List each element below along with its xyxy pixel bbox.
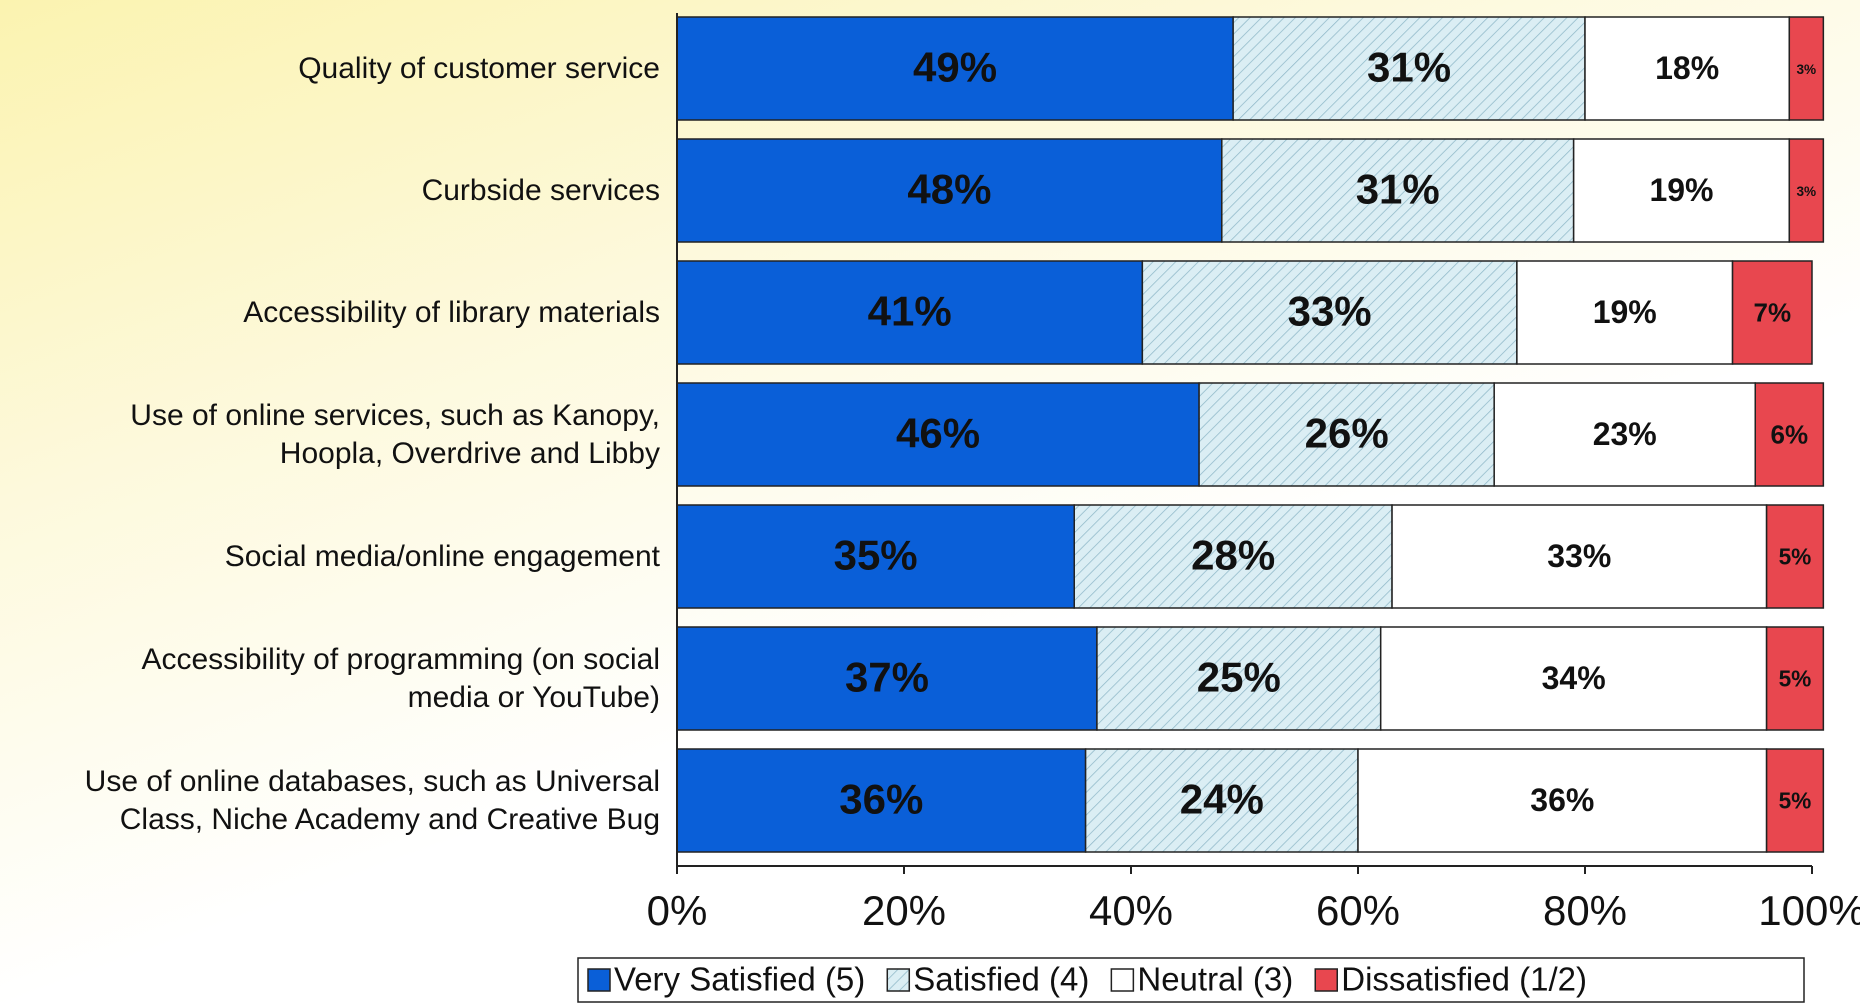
- bar-segment: [676, 748, 1087, 853]
- value-label: 28%: [1191, 532, 1275, 579]
- bar-segment: [1493, 382, 1756, 487]
- bar-segment: [1584, 16, 1791, 121]
- bar-segment: [676, 16, 1234, 121]
- bar-segment: [1073, 504, 1393, 609]
- bar-segment: [676, 382, 1200, 487]
- bar-segment: [1731, 260, 1813, 365]
- bar-segment: [1357, 748, 1768, 853]
- value-label: 5%: [1779, 666, 1812, 692]
- bar-segment: [676, 504, 1075, 609]
- x-tick-label: 80%: [1543, 887, 1627, 934]
- value-label: 46%: [896, 410, 980, 457]
- x-tick-label: 0%: [647, 887, 708, 934]
- value-label: 36%: [839, 776, 923, 823]
- value-label: 5%: [1779, 544, 1812, 570]
- value-label: 31%: [1367, 44, 1451, 91]
- bar-segment: [1198, 382, 1495, 487]
- bar-segment: [1221, 138, 1575, 243]
- value-label: 49%: [913, 44, 997, 91]
- category-label: Curbside services: [421, 173, 660, 207]
- bar-segment: [1096, 626, 1382, 731]
- value-label: 31%: [1356, 166, 1440, 213]
- legend-swatch: [1314, 968, 1338, 992]
- value-label: 25%: [1197, 654, 1281, 701]
- legend-box: [577, 957, 1805, 1003]
- value-label: 37%: [845, 654, 929, 701]
- category-label: Use of online databases, such as Univers…: [84, 764, 660, 836]
- bar-segment: [1788, 16, 1825, 121]
- bar-segment: [1754, 382, 1825, 487]
- value-label: 19%: [1649, 172, 1713, 208]
- value-label: 6%: [1771, 419, 1809, 449]
- x-tick-label: 20%: [862, 887, 946, 934]
- bar-segment: [676, 138, 1223, 243]
- category-label: Social media/online engagement: [224, 539, 660, 573]
- value-label: 19%: [1593, 294, 1657, 330]
- value-label: 26%: [1305, 410, 1389, 457]
- bar-segment: [1232, 16, 1586, 121]
- legend: Very Satisfied (5) Satisfied (4) Neutral (…: [577, 957, 1805, 1003]
- legend-label: Neutral (3): [1137, 961, 1293, 998]
- value-label: 23%: [1593, 416, 1657, 452]
- value-label: 36%: [1530, 782, 1594, 818]
- legend-swatch: [886, 968, 911, 992]
- value-label: 33%: [1288, 288, 1372, 335]
- category-label: Quality of customer service: [298, 51, 660, 85]
- bar-segment: [1379, 626, 1768, 731]
- x-tick-label: 100%: [1758, 887, 1860, 934]
- value-label: 35%: [834, 532, 918, 579]
- bar-segment: [1788, 138, 1825, 243]
- value-label: 3%: [1796, 62, 1816, 77]
- value-label: 34%: [1542, 660, 1606, 696]
- value-label: 18%: [1655, 50, 1719, 86]
- legend-swatch: [587, 968, 611, 992]
- bar-segment: [1765, 626, 1825, 731]
- legend-label: Satisfied (4): [913, 961, 1089, 998]
- bar-segment: [1765, 748, 1825, 853]
- value-label: 7%: [1753, 297, 1791, 327]
- legend-swatch: [1110, 968, 1135, 992]
- bar-segment: [676, 626, 1098, 731]
- x-tick-label: 40%: [1089, 887, 1173, 934]
- value-label: 24%: [1180, 776, 1264, 823]
- bar-segment: [1141, 260, 1518, 365]
- x-tick-label: 60%: [1316, 887, 1400, 934]
- category-label: Accessibility of library materials: [243, 295, 660, 329]
- legend-label: Very Satisfied (5): [614, 961, 865, 998]
- bar-segment: [1572, 138, 1791, 243]
- category-label: Use of online services, such as Kanopy, …: [130, 398, 660, 470]
- legend-label: Dissatisfied (1/2): [1341, 961, 1587, 998]
- value-label: 33%: [1547, 538, 1611, 574]
- value-label: 48%: [907, 166, 991, 213]
- category-label: Accessibility of programming (on social …: [141, 642, 660, 714]
- value-label: 41%: [868, 288, 952, 335]
- bar-segment: [1391, 504, 1768, 609]
- bar-segment: [1765, 504, 1825, 609]
- value-label: 3%: [1796, 184, 1816, 199]
- value-label: 5%: [1779, 788, 1812, 814]
